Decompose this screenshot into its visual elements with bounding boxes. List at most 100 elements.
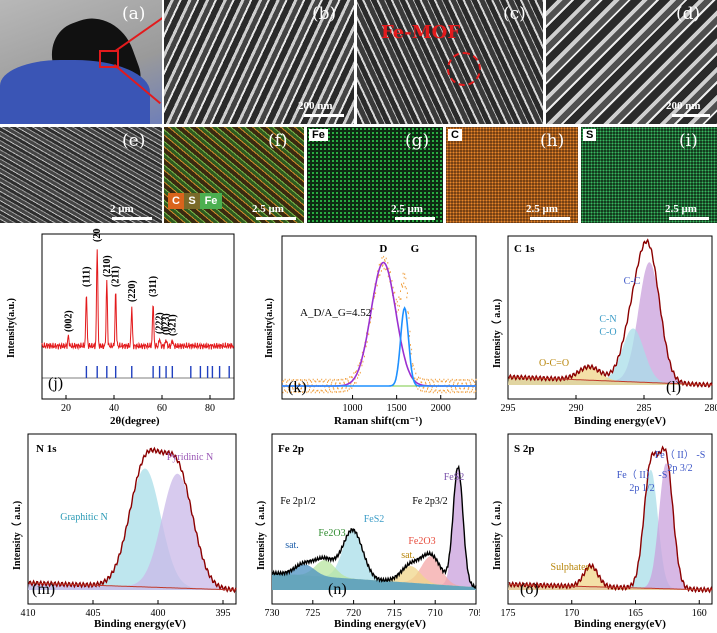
component-fill bbox=[508, 469, 712, 590]
x-tick-label: 715 bbox=[387, 608, 402, 619]
x-axis-label: Binding energy(eV) bbox=[94, 618, 186, 630]
component-fill bbox=[508, 463, 712, 590]
spectrum-title: Fe 2p bbox=[278, 443, 304, 455]
component-fill bbox=[28, 468, 236, 590]
g-band-fit bbox=[282, 306, 476, 387]
x-axis-label: 2θ(degree) bbox=[110, 415, 160, 427]
envelope-curve bbox=[28, 446, 237, 594]
panel-g-fe-map: Fe (g) 2.5 μm bbox=[307, 127, 443, 223]
peak-annotation: Fe 2p3/2 bbox=[412, 496, 447, 507]
panel-c-sem: Fe-MOF (c) bbox=[357, 0, 543, 124]
scale-bar bbox=[672, 114, 710, 117]
scale-bar bbox=[395, 217, 435, 220]
panel-label: (n) bbox=[328, 581, 347, 598]
x-tick-label: 1500 bbox=[387, 403, 407, 414]
spectrum-title: S 2p bbox=[514, 443, 535, 455]
y-axis-label: Intensity（ a.u.) bbox=[490, 501, 503, 570]
x-tick-label: 400 bbox=[151, 608, 166, 619]
chart-o-s2p: Fe（ II） -S2p 1/2Fe（ II） -S2p 3/2Sulphate… bbox=[490, 433, 713, 630]
x-tick-label: 2000 bbox=[431, 403, 451, 414]
x-tick-label: 730 bbox=[265, 608, 280, 619]
plot-frame bbox=[507, 235, 713, 400]
hkl-label: (023) bbox=[161, 313, 172, 335]
panel-label: (l) bbox=[666, 379, 681, 396]
plot-frame bbox=[281, 235, 477, 400]
hkl-label: (210) bbox=[102, 255, 113, 277]
component-fill bbox=[28, 473, 236, 590]
x-tick-label: 710 bbox=[428, 608, 443, 619]
element-label: Fe bbox=[309, 129, 328, 141]
scale-bar-text: 2 μm bbox=[110, 203, 134, 215]
x-axis-label: Binding energy(eV) bbox=[334, 618, 426, 630]
x-tick-label: 60 bbox=[157, 403, 167, 414]
peak-annotation: FeS2 bbox=[444, 472, 465, 483]
scale-bar bbox=[530, 217, 570, 220]
x-tick-label: 720 bbox=[346, 608, 361, 619]
spectrum-title: C 1s bbox=[514, 243, 535, 255]
panel-label: (j) bbox=[48, 375, 63, 392]
x-tick-label: 170 bbox=[564, 608, 579, 619]
legend-c: C bbox=[168, 193, 184, 209]
peak-annotation: sat. bbox=[285, 540, 299, 551]
scale-bar-text: 2.5 μm bbox=[665, 203, 697, 215]
panel-a-photo: (a) bbox=[0, 0, 162, 124]
y-axis-label: Intensity（ a.u.) bbox=[10, 501, 23, 570]
raman-raw-data bbox=[282, 255, 477, 394]
highlight-circle bbox=[447, 52, 481, 86]
x-tick-label: 1000 bbox=[343, 403, 363, 414]
element-label: C bbox=[448, 129, 462, 141]
component-label: Sulphates bbox=[551, 562, 590, 573]
peak-annotation: FeS2 bbox=[364, 514, 385, 525]
scale-bar bbox=[112, 217, 152, 220]
y-axis-label: Intensity（ a.u.) bbox=[490, 299, 503, 368]
x-tick-label: 285 bbox=[637, 403, 652, 414]
panel-label: (e) bbox=[122, 131, 146, 151]
hkl-label: (311) bbox=[148, 276, 159, 297]
x-tick-label: 80 bbox=[205, 403, 215, 414]
panel-f-eds-overlay: C S Fe (f) 2.5 μm bbox=[164, 127, 304, 223]
component-label: O-C=O bbox=[539, 358, 569, 369]
panel-label: (d) bbox=[676, 4, 701, 24]
scale-bar-text: 2.5 μm bbox=[391, 203, 423, 215]
component-label: Fe（ II） -S bbox=[655, 449, 706, 461]
panel-label: (m) bbox=[32, 581, 55, 598]
panel-label: (i) bbox=[679, 131, 698, 151]
panel-label: (h) bbox=[540, 131, 565, 151]
panel-i-s-map: S (i) 2.5 μm bbox=[581, 127, 717, 223]
x-tick-label: 40 bbox=[109, 403, 119, 414]
panel-label: (g) bbox=[405, 131, 430, 151]
peak-annotation: Fe2O3 bbox=[408, 536, 435, 547]
scale-bar-text: 2.5 μm bbox=[526, 203, 558, 215]
envelope-curve bbox=[271, 464, 477, 590]
chart-k-raman: D G 1000 1500 2000 (k) A_D/A_G=4.52 Intensit… bbox=[264, 235, 477, 427]
envelope-curve bbox=[508, 445, 713, 594]
x-tick-label: 280 bbox=[705, 403, 717, 414]
component-label: C-N bbox=[599, 314, 616, 325]
y-axis-label: Intensity（ a.u.) bbox=[254, 501, 267, 570]
x-tick-label: 725 bbox=[305, 608, 320, 619]
panel-label: (f) bbox=[268, 131, 288, 151]
scale-bar-text: 2.5 μm bbox=[252, 203, 284, 215]
chart-l-c1s: C-C C-N C-O O-C=O 295 290 285 280 C 1s (l) Inte… bbox=[490, 235, 717, 427]
hkl-label: (321) bbox=[167, 314, 178, 336]
panel-label: (a) bbox=[122, 4, 146, 24]
hkl-label: (002) bbox=[63, 310, 74, 332]
x-axis-label: Binding energy(eV) bbox=[574, 618, 666, 630]
hkl-label: (111) bbox=[81, 266, 92, 287]
component-fill bbox=[272, 564, 476, 590]
component-label: 2p 3/2 bbox=[667, 463, 692, 474]
y-axis-label: Intensity(a.u.) bbox=[6, 298, 17, 358]
component-fill bbox=[508, 262, 712, 385]
panel-h-c-map: C (h) 2.5 μm bbox=[446, 127, 578, 223]
x-tick-label: 705 bbox=[469, 608, 481, 619]
panel-e-sem: (e) 2 μm bbox=[0, 127, 162, 223]
component-label: C-C bbox=[624, 276, 641, 287]
x-axis-label: Binding energy(eV) bbox=[574, 415, 666, 427]
peak-annotation: Fe2O3 bbox=[318, 528, 345, 539]
scale-bar-text: 200 nm bbox=[298, 100, 333, 112]
panel-b-sem: (b) 200 nm bbox=[164, 0, 354, 124]
x-tick-label: 295 bbox=[501, 403, 516, 414]
x-tick-label: 405 bbox=[86, 608, 101, 619]
background-line bbox=[28, 582, 236, 591]
